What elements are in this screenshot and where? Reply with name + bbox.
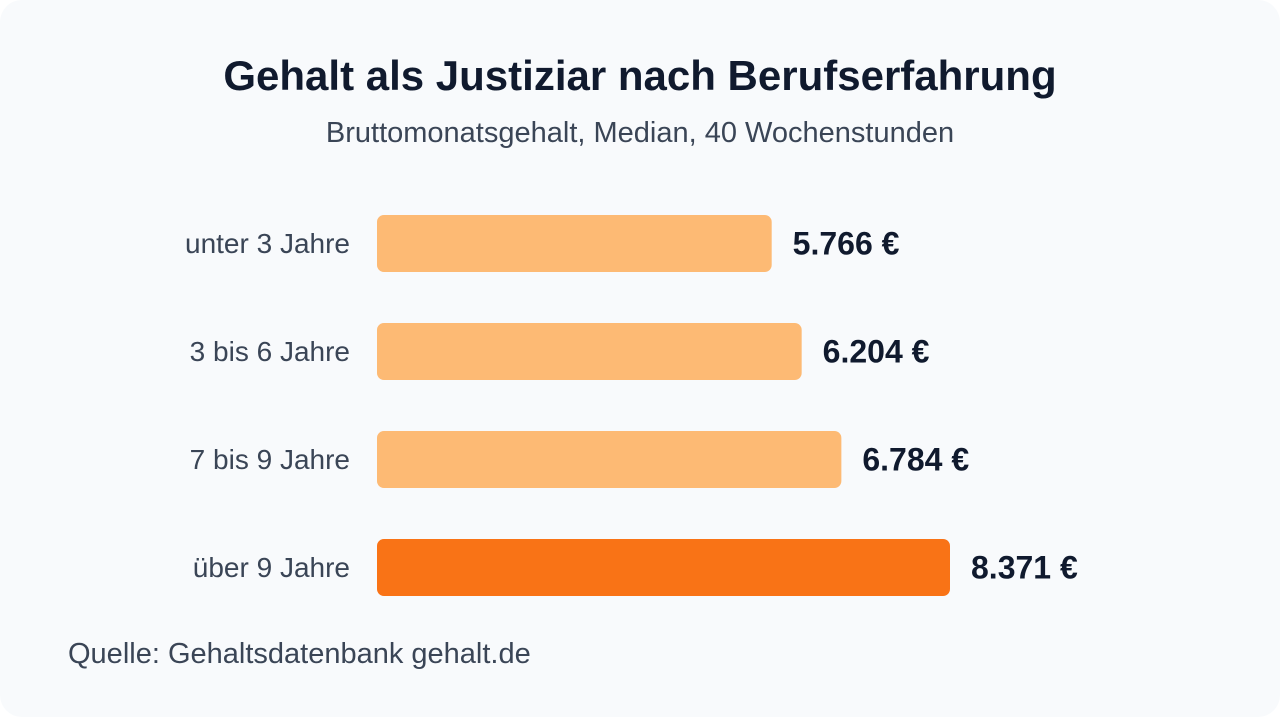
bar-0 [377,215,772,272]
source-note: Quelle: Gehaltsdatenbank gehalt.de [68,638,531,670]
bar-3 [377,539,950,596]
category-label: 7 bis 9 Jahre [190,444,350,475]
value-label: 8.371 € [971,550,1078,586]
category-label: 3 bis 6 Jahre [190,336,350,367]
category-label: unter 3 Jahre [185,228,350,259]
bar-2 [377,431,842,488]
bar-1 [377,323,802,380]
category-label: über 9 Jahre [193,552,350,583]
value-label: 6.784 € [862,442,969,478]
chart-subtitle: Bruttomonatsgehalt, Median, 40 Wochenstu… [325,117,955,149]
value-label: 6.204 € [823,334,930,370]
chart-title: Gehalt als Justiziar nach Berufserfahrun… [223,52,1057,99]
value-label: 5.766 € [793,226,900,262]
